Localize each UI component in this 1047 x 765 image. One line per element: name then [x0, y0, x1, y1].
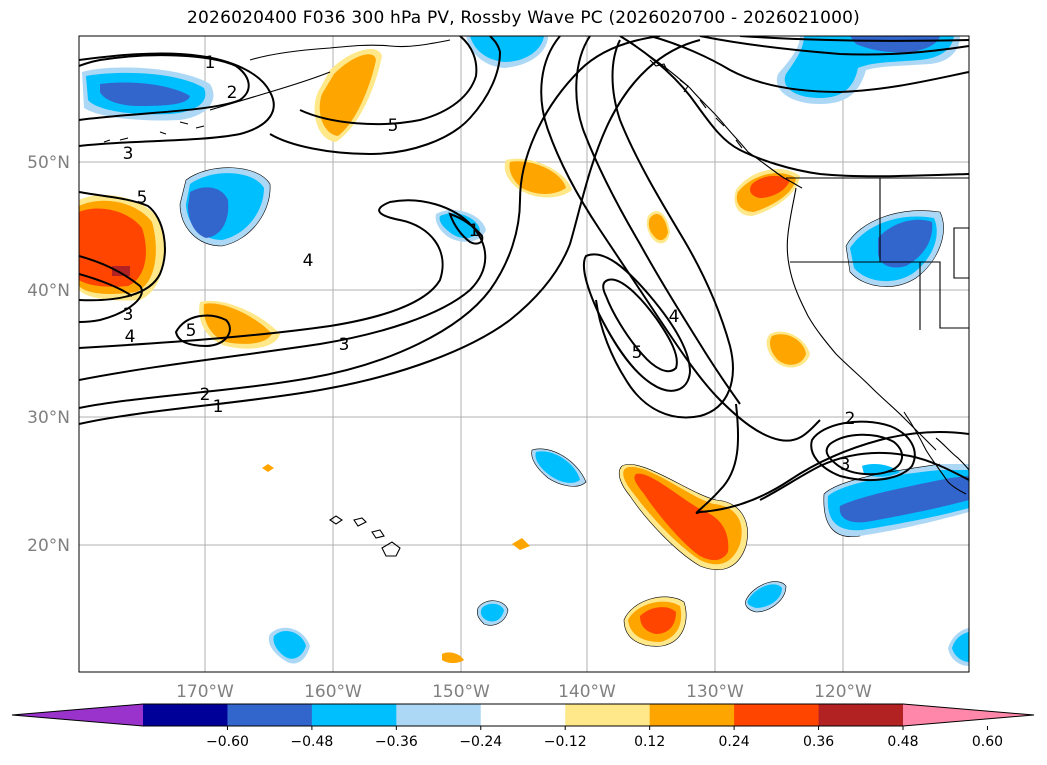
colorbar-extend-high [903, 704, 1034, 726]
colorbar: −0.60 −0.48 −0.36 −0.24 −0.12 0.12 0.24 0.36 0.4… [11, 703, 1035, 750]
contour-labels: 1 2 3 5 5 4 3 4 5 3 2 1 1 4 5 2 3 [123, 53, 856, 475]
colorbar-segment [311, 704, 397, 726]
contour-label: 2 [227, 83, 238, 103]
lon-label-140w: 140°W [558, 682, 616, 702]
lon-label-160w: 160°W [304, 682, 362, 702]
map-title: 2026020400 F036 300 hPa PV, Rossby Wave … [187, 8, 860, 28]
contour-label: 3 [339, 335, 350, 355]
contour-label: 4 [303, 251, 314, 271]
colorbar-segment [818, 704, 904, 726]
lat-label-30n: 30°N [27, 408, 70, 428]
colorbar-segment [227, 704, 313, 726]
colorbar-tick-label: −0.12 [544, 734, 587, 750]
contour-label: 3 [123, 305, 134, 325]
colorbar-tick-label: −0.48 [290, 734, 333, 750]
pv-anomaly-shading [79, 36, 969, 666]
colorbar-extend-low [12, 704, 143, 726]
colorbar-segment [143, 704, 228, 726]
contour-label: 2 [845, 409, 856, 429]
positive-anomaly-region [442, 652, 464, 663]
colorbar-segment [734, 704, 820, 726]
pv-contours [79, 36, 969, 514]
contour-label: 5 [186, 321, 197, 341]
colorbar-segment [480, 704, 566, 726]
contour-label: 3 [840, 455, 851, 475]
positive-anomaly-region [512, 538, 530, 550]
contour-label: 5 [632, 343, 643, 363]
colorbar-tick-label: 0.36 [803, 734, 834, 750]
lon-label-120w: 120°W [814, 682, 872, 702]
longitude-labels: 170°W 160°W 150°W 140°W 130°W 120°W [176, 682, 872, 702]
lon-label-150w: 150°W [432, 682, 490, 702]
colorbar-tick-label: 0.48 [887, 734, 918, 750]
latitude-labels: 50°N 40°N 30°N 20°N [27, 153, 70, 556]
contour-label: 1 [213, 397, 224, 417]
contour-label: 5 [137, 188, 148, 208]
lat-label-20n: 20°N [27, 536, 70, 556]
lat-label-40n: 40°N [27, 281, 70, 301]
contour-label: 1 [469, 221, 480, 241]
map-frame [78, 35, 970, 673]
colorbar-tick-label: 0.60 [972, 734, 1003, 750]
contour-label: 1 [205, 53, 216, 73]
colorbar-segment [565, 704, 651, 726]
contour-label: 4 [125, 327, 136, 347]
colorbar-tick-label: −0.24 [459, 734, 502, 750]
lat-label-50n: 50°N [27, 153, 70, 173]
contour-label: 2 [200, 385, 211, 405]
contour-label: 4 [669, 307, 680, 327]
map-background [79, 36, 969, 672]
colorbar-segment [649, 704, 735, 726]
anomaly-outlines [179, 167, 944, 647]
colorbar-tick-label: 0.24 [719, 734, 750, 750]
lon-label-130w: 130°W [686, 682, 744, 702]
colorbar-tick-label: −0.60 [206, 734, 249, 750]
contour-label: 3 [123, 144, 134, 164]
colorbar-outline [11, 703, 1035, 727]
colorbar-tick-label: −0.36 [375, 734, 418, 750]
positive-anomaly-region [262, 464, 274, 472]
colorbar-segment [396, 704, 482, 726]
colorbar-tick-label: 0.12 [634, 734, 665, 750]
contour-label: 5 [388, 116, 399, 136]
lon-label-170w: 170°W [176, 682, 234, 702]
